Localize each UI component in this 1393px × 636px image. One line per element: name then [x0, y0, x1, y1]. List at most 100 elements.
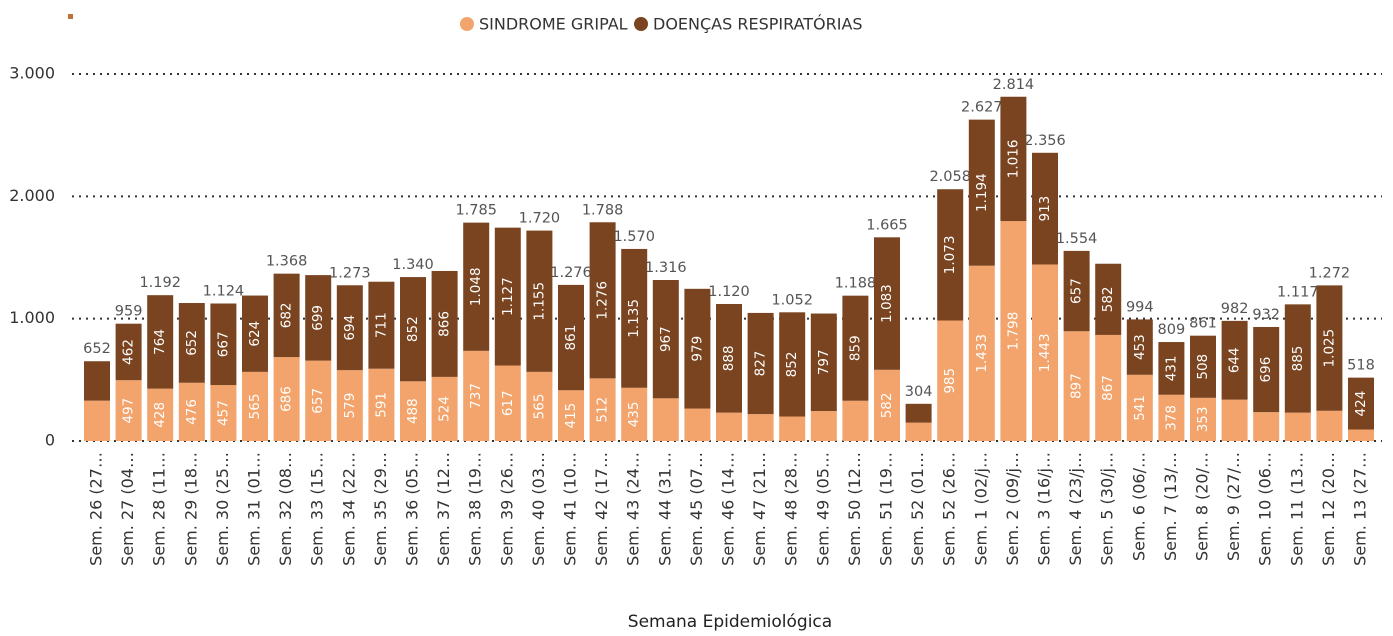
segment-label: 431	[1163, 356, 1179, 382]
segment-label: 617	[500, 390, 516, 416]
segment-label: 1.127	[500, 277, 516, 316]
segment-label: 696	[1258, 357, 1274, 383]
segment-label: 462	[121, 339, 137, 365]
segment-label: 859	[847, 335, 863, 361]
segment-label: 1.155	[531, 282, 547, 321]
segment-label: 591	[373, 392, 389, 418]
segment-label: 524	[437, 396, 453, 422]
x-tick-label: Sem. 38 (19…	[466, 452, 485, 566]
bar-segment	[558, 284, 584, 391]
bar-segment	[1221, 320, 1248, 400]
segment-label: 1.073	[942, 236, 958, 275]
bar-segment	[273, 357, 300, 441]
x-tick-label: Sem. 34 (22…	[339, 452, 358, 566]
bar-segment	[1316, 285, 1343, 411]
segment-label: 694	[342, 315, 358, 341]
segment-label: 1.276	[595, 281, 611, 320]
total-label: 1.052	[771, 292, 813, 308]
x-tick-label: Sem. 31 (01…	[245, 452, 264, 566]
x-tick-label: Sem. 6 (06/…	[1129, 452, 1148, 561]
bar-segment	[178, 303, 205, 383]
x-tick-label: Sem. 10 (06…	[1256, 452, 1275, 566]
bar-segment	[115, 380, 142, 441]
bar-segment	[779, 312, 806, 417]
segment-label: 565	[247, 394, 263, 420]
total-label: 652	[83, 341, 111, 357]
legend-swatch	[460, 17, 474, 31]
bar-segment	[937, 189, 964, 321]
bar-segment	[810, 411, 837, 441]
bar-segment	[968, 265, 995, 441]
total-label: 1.192	[139, 275, 181, 291]
x-tick-label: Sem. 50 (12…	[845, 452, 864, 566]
bar-segment	[1284, 412, 1311, 441]
bar-segment	[1063, 250, 1090, 332]
bar-segment	[1284, 304, 1311, 413]
bar-segment	[463, 350, 490, 441]
segment-label: 657	[310, 388, 326, 414]
y-tick-label: 1.000	[9, 308, 55, 327]
total-label: 2.058	[929, 169, 971, 185]
bar-segment	[1348, 429, 1374, 441]
bar-segment	[273, 273, 300, 358]
segment-label: 1.083	[879, 284, 895, 323]
segment-label: 1.433	[974, 334, 990, 373]
x-tick-label: Sem. 40 (03…	[529, 452, 548, 566]
total-label: 2.814	[993, 77, 1035, 93]
x-tick-label: Sem. 52 (26…	[940, 452, 959, 566]
bar-segment	[968, 119, 995, 266]
segment-label: 861	[563, 325, 579, 351]
bar-segment	[1158, 342, 1185, 395]
segment-label: 1.016	[1005, 140, 1021, 179]
segment-label: 541	[1132, 395, 1148, 421]
legend-swatch	[634, 17, 648, 31]
x-tick-label: Sem. 48 (28…	[782, 452, 801, 566]
x-tick-label: Sem. 43 (24…	[624, 452, 643, 566]
x-tick-label: Sem. 51 (19…	[877, 452, 896, 566]
segment-label: 827	[753, 351, 769, 377]
segment-label: 913	[1037, 196, 1053, 222]
x-tick-label: Sem. 47 (21…	[750, 452, 769, 566]
total-label: 1.276	[550, 265, 592, 281]
total-label: 1.554	[1056, 231, 1098, 247]
bar-segment	[652, 280, 679, 399]
x-tick-label: Sem. 32 (08…	[276, 452, 295, 566]
bar-segment	[1095, 334, 1122, 441]
total-label: 982	[1221, 301, 1249, 317]
bar-segment	[242, 295, 268, 372]
bar-segment	[147, 295, 174, 389]
x-tick-label: Sem. 49 (05…	[813, 452, 832, 566]
bar-segment	[84, 361, 110, 401]
segment-label: 457	[215, 400, 231, 426]
bar-segment	[210, 303, 237, 386]
segment-label: 682	[279, 302, 295, 328]
bar-segment	[84, 400, 110, 441]
segment-label: 985	[942, 368, 958, 394]
segment-label: 852	[405, 316, 421, 342]
total-label: 1.788	[582, 202, 624, 218]
bar-segment	[1190, 335, 1216, 398]
bar-segment	[874, 369, 900, 441]
x-tick-label: Sem. 5 (30/j…	[1098, 452, 1117, 565]
segment-label: 353	[1195, 407, 1211, 433]
total-label: 809	[1158, 322, 1186, 338]
total-label: 2.356	[1024, 133, 1066, 149]
bar-segment	[558, 390, 584, 441]
x-tick-label: Sem. 44 (31…	[655, 452, 674, 566]
segment-label: 453	[1132, 334, 1148, 360]
total-label: 1.316	[645, 260, 687, 276]
bar-segment	[1000, 221, 1027, 441]
bar-segment	[716, 303, 742, 413]
x-tick-label: Sem. 42 (17…	[592, 452, 611, 566]
total-label: 861	[1189, 316, 1217, 332]
x-tick-label: Sem. 8 (20/…	[1193, 452, 1212, 561]
segment-label: 667	[215, 331, 231, 357]
bar-segment	[431, 270, 458, 377]
x-tick-label: Sem. 4 (23/j…	[1066, 452, 1085, 565]
segment-label: 1.048	[468, 267, 484, 306]
bar-segment	[431, 376, 458, 441]
x-tick-label: Sem. 37 (12…	[434, 452, 453, 566]
segment-label: 1.194	[974, 173, 990, 212]
total-label: 518	[1347, 358, 1375, 374]
